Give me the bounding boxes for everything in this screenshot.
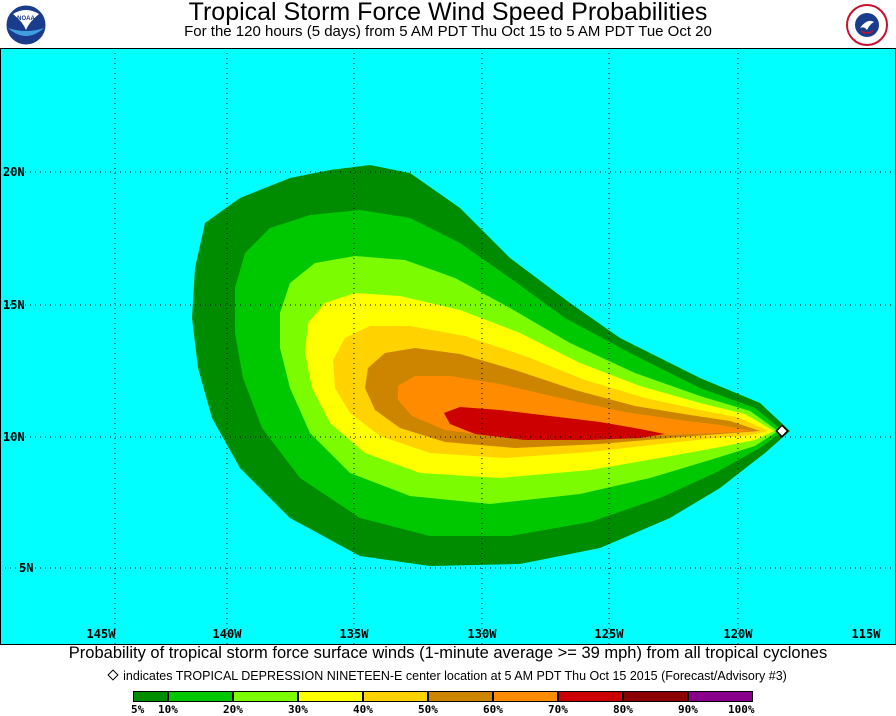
page-title: Tropical Storm Force Wind Speed Probabil… <box>188 0 708 26</box>
legend-label: 20% <box>223 703 243 716</box>
legend-label: 80% <box>613 703 633 716</box>
page-subtitle: For the 120 hours (5 days) from 5 AM PDT… <box>184 23 712 40</box>
storm-center-legend-icon <box>107 669 119 681</box>
legend-label: 10% <box>158 703 178 716</box>
legend-swatch <box>428 691 493 702</box>
longitude-labels: 145W 140W 135W 130W 125W 120W 115W <box>87 627 882 641</box>
lon-label-135w: 135W <box>340 627 370 641</box>
legend-swatch <box>363 691 428 702</box>
contour-70pct <box>444 407 665 440</box>
storm-note: indicates TROPICAL DEPRESSION NINETEEN-E… <box>0 668 896 684</box>
storm-note-text: indicates TROPICAL DEPRESSION NINETEEN-E… <box>123 669 787 683</box>
header: NOAA Tropical Storm Force Wind Speed Pro… <box>0 0 896 48</box>
legend-swatch <box>133 691 168 702</box>
lon-label-120w: 120W <box>724 627 754 641</box>
legend-swatch <box>493 691 558 702</box>
probability-map: 20N 15N 10N 5N 145W 140W 135W 130W 125W … <box>0 48 896 645</box>
legend-swatch <box>233 691 298 702</box>
lat-label-20n: 20N <box>3 165 25 179</box>
lon-label-140w: 140W <box>213 627 243 641</box>
noaa-logo-text: NOAA <box>17 16 35 22</box>
nws-logo <box>846 4 888 46</box>
lat-label-10n: 10N <box>3 430 25 444</box>
legend-swatch <box>623 691 688 702</box>
legend-label: 50% <box>418 703 438 716</box>
legend-label: 90% <box>678 703 698 716</box>
legend-label: 40% <box>353 703 373 716</box>
legend-label: 60% <box>483 703 503 716</box>
lat-label-15n: 15N <box>3 298 25 312</box>
noaa-logo: NOAA <box>5 4 47 46</box>
legend-swatch <box>298 691 363 702</box>
legend-swatch <box>688 691 753 702</box>
map-caption: Probability of tropical storm force surf… <box>68 644 828 662</box>
legend-label: 30% <box>288 703 308 716</box>
legend-swatch <box>558 691 623 702</box>
legend-label: 5% <box>131 703 145 716</box>
storm-center-marker <box>775 424 789 438</box>
lon-label-145w: 145W <box>87 627 117 641</box>
probability-swath <box>192 165 790 566</box>
latitude-labels: 20N 15N 10N 5N <box>3 165 33 575</box>
lon-label-115w: 115W <box>852 627 882 641</box>
lon-label-125w: 125W <box>595 627 625 641</box>
legend-label: 100% <box>728 703 755 716</box>
lat-label-5n: 5N <box>19 561 33 575</box>
legend-label: 70% <box>548 703 568 716</box>
legend-swatch <box>168 691 233 702</box>
color-legend: 5% 10% 20% 30% 40% 50% 60% 70% 80% 90% 100% <box>0 690 896 716</box>
lon-label-130w: 130W <box>468 627 498 641</box>
